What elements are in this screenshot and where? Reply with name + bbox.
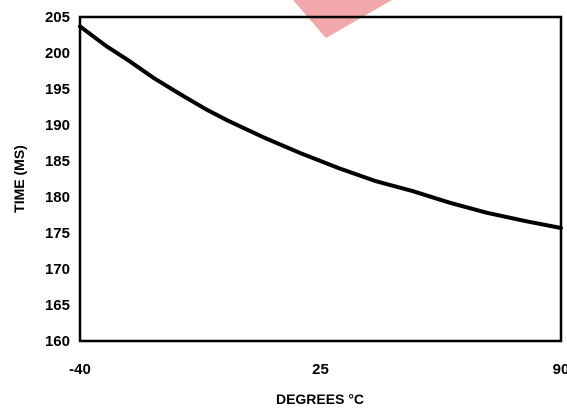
series-group: [78, 24, 563, 230]
y-tick-label: 205: [45, 9, 70, 26]
y-tick-label: 195: [45, 81, 70, 98]
y-tick-label: 190: [45, 117, 70, 134]
y-tick-label: 170: [45, 261, 70, 278]
y-tick-labels: 160 165 170 175 180 185 190 195 200 205: [45, 9, 70, 350]
plot-area: [78, 15, 563, 343]
x-tick-label: 90: [553, 361, 567, 378]
y-tick-label: 185: [45, 153, 70, 170]
watermark-mark: [293, 0, 392, 38]
series-line: [78, 24, 563, 230]
x-tick-label: 25: [312, 361, 329, 378]
y-axis-title: TIME (MS): [11, 145, 27, 213]
x-tick-labels: -40 25 90: [69, 361, 567, 378]
y-tick-label: 175: [45, 225, 70, 242]
x-tick-label: -40: [69, 361, 91, 378]
x-axis-title: DEGREES °C: [276, 391, 364, 407]
y-tick-label: 200: [45, 45, 70, 62]
y-tick-label: 180: [45, 189, 70, 206]
y-tick-label: 160: [45, 333, 70, 350]
y-tick-label: 165: [45, 297, 70, 314]
